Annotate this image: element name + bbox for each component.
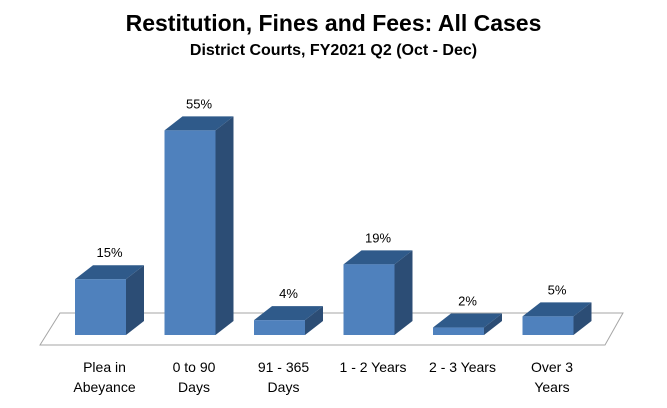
bar bbox=[75, 265, 144, 335]
data-label: 19% bbox=[365, 230, 391, 245]
bar-side-face bbox=[573, 302, 592, 335]
bar bbox=[343, 250, 413, 335]
bar-side-face bbox=[484, 313, 502, 335]
chart-floor bbox=[39, 312, 624, 346]
bar-side-face bbox=[394, 250, 413, 335]
bar bbox=[433, 313, 502, 335]
data-label: 2% bbox=[458, 294, 477, 309]
chart-subtitle: District Courts, FY2021 Q2 (Oct - Dec) bbox=[189, 42, 478, 59]
bar-top-face bbox=[343, 250, 413, 265]
category-label: Over 3 bbox=[531, 359, 573, 375]
category-label: 1 - 2 Years bbox=[340, 359, 407, 375]
category-label: 2 - 3 Years bbox=[429, 359, 496, 375]
bar-top-face bbox=[433, 313, 502, 328]
bar-top-face bbox=[75, 265, 144, 280]
bar-front-face bbox=[164, 130, 216, 335]
bar-side-face bbox=[215, 116, 234, 336]
data-label: 5% bbox=[548, 282, 567, 297]
bar-side-face bbox=[126, 265, 144, 335]
data-label: 4% bbox=[279, 286, 298, 301]
category-label: Abeyance bbox=[73, 379, 135, 395]
bar-top-face bbox=[522, 302, 592, 317]
bar bbox=[164, 116, 234, 336]
bar-front-face bbox=[522, 316, 574, 335]
bar-front-face bbox=[343, 264, 395, 335]
category-label: Days bbox=[178, 379, 210, 395]
chart-title: Restitution, Fines and Fees: All Cases bbox=[125, 10, 542, 36]
data-label: 55% bbox=[186, 96, 212, 111]
category-label: Plea in bbox=[83, 359, 126, 375]
bar-side-face bbox=[305, 306, 323, 335]
bar-front-face bbox=[433, 327, 484, 335]
bar bbox=[254, 306, 323, 335]
data-label: 15% bbox=[96, 245, 122, 260]
bar bbox=[522, 302, 592, 335]
category-label: Years bbox=[534, 379, 569, 395]
bar-top-face bbox=[254, 306, 323, 321]
category-label: 91 - 365 bbox=[258, 359, 310, 375]
bar-front-face bbox=[254, 320, 305, 335]
bar-top-face bbox=[164, 116, 234, 131]
category-label: 0 to 90 bbox=[173, 359, 216, 375]
category-label: Days bbox=[268, 379, 300, 395]
bar-front-face bbox=[75, 279, 126, 335]
